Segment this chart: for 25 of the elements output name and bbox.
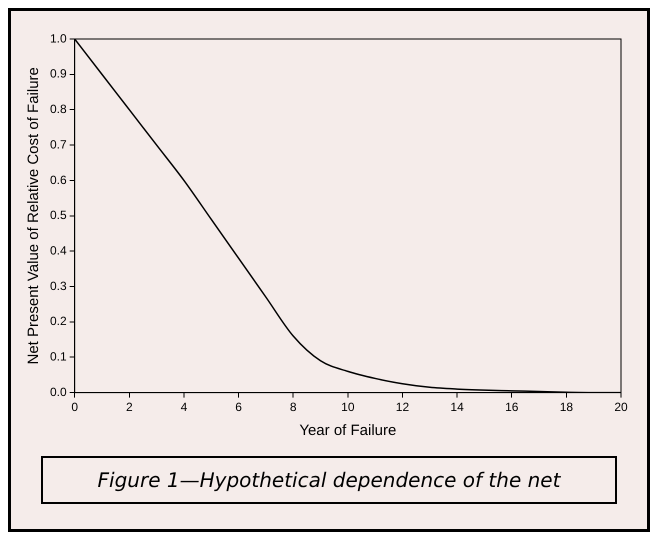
y-tick-label: 0.7 (50, 137, 67, 152)
x-tick-label: 6 (235, 400, 242, 414)
y-tick-label: 0.3 (50, 278, 67, 293)
y-axis-title: Net Present Value of Relative Cost of Failure (25, 67, 42, 364)
y-tick-label: 0.8 (50, 102, 67, 116)
x-tick-label: 0 (71, 400, 78, 414)
x-tick-label: 10 (341, 400, 355, 414)
x-tick-label: 16 (505, 400, 519, 414)
x-tick-label: 18 (560, 400, 574, 414)
y-tick-label: 0.9 (50, 66, 67, 81)
y-tick-label: 0.6 (50, 172, 67, 187)
x-tick-label: 2 (126, 400, 133, 414)
y-tick-label: 0.1 (50, 350, 67, 364)
x-tick-label: 12 (396, 400, 410, 414)
y-tick-label: 1.0 (50, 31, 67, 46)
x-tick-label: 20 (614, 400, 628, 414)
y-tick-label: 0.4 (50, 243, 67, 258)
x-tick-label: 8 (290, 400, 297, 414)
y-tick-label: 0.5 (50, 208, 67, 222)
caption: Figure 1—Hypothetical dependence of the net (41, 456, 617, 504)
x-tick-label: 4 (180, 400, 188, 414)
x-tick-label: 14 (450, 400, 464, 414)
y-tick-label: 0.2 (50, 314, 67, 328)
x-axis-title: Year of Failure (299, 422, 396, 440)
y-tick-label: 0.0 (50, 384, 67, 399)
